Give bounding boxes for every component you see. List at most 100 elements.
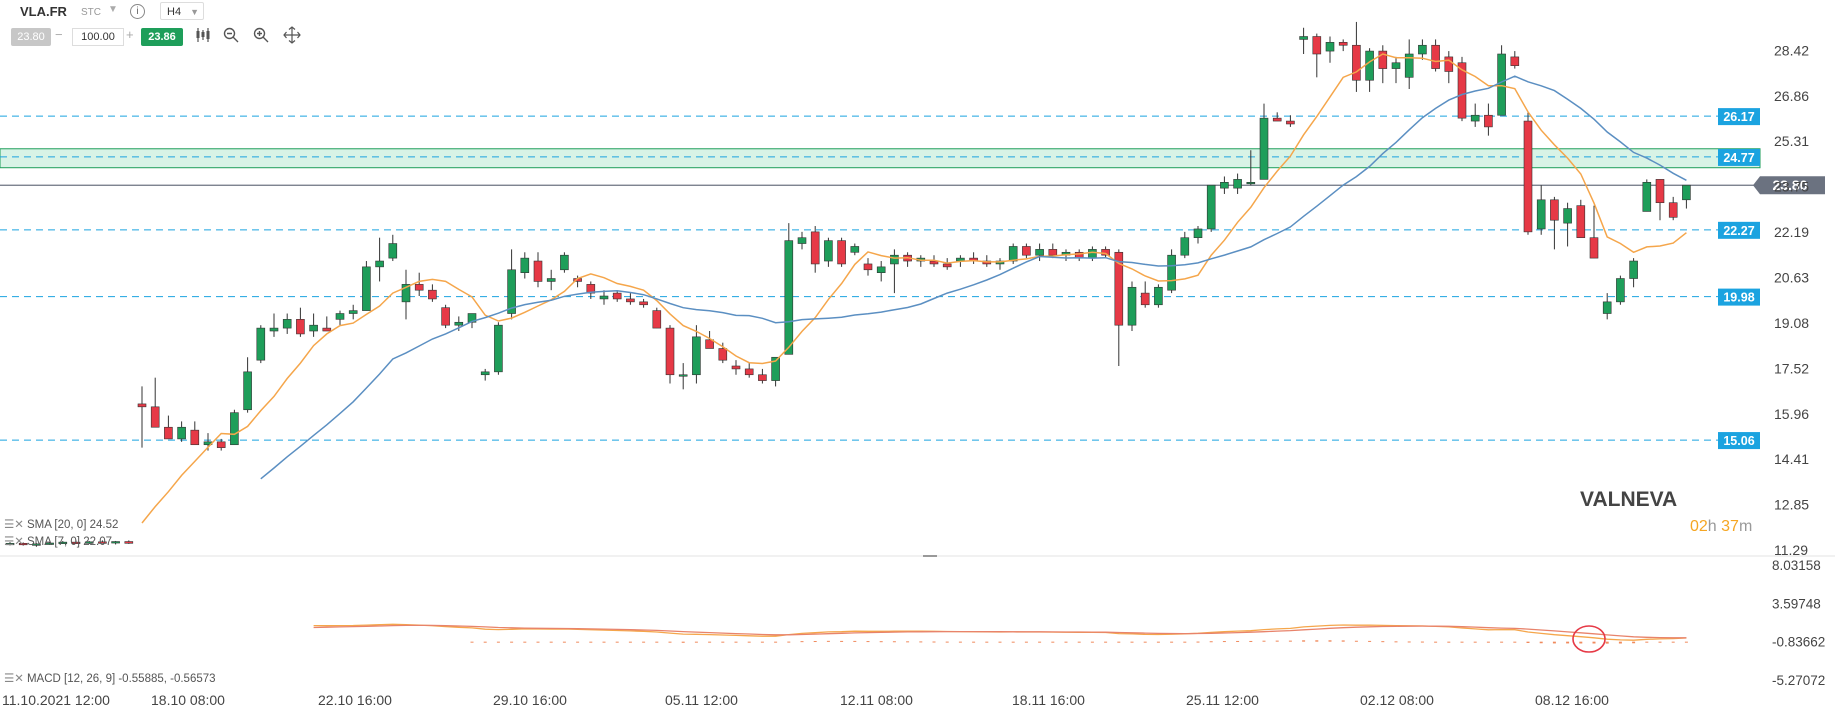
macd-histogram-bar bbox=[1249, 640, 1253, 642]
candle-body bbox=[586, 284, 596, 294]
candlestick-icon[interactable] bbox=[194, 26, 212, 44]
macd-histogram-bar bbox=[1156, 641, 1160, 643]
macd-histogram-bar bbox=[1592, 641, 1596, 644]
candle-body bbox=[401, 284, 411, 303]
macd-label: MACD [12, 26, 9] -0.55885, -0.56573 bbox=[26, 673, 216, 685]
candle-body bbox=[1088, 249, 1097, 259]
ask-price[interactable]: 23.86 bbox=[141, 28, 183, 46]
info-icon[interactable]: i bbox=[130, 4, 145, 19]
macd-histogram-bar bbox=[826, 640, 830, 642]
candle-body bbox=[731, 365, 741, 370]
candle-body bbox=[1299, 36, 1308, 40]
macd-histogram-bar bbox=[642, 641, 646, 643]
y-tick-label: 19.08 bbox=[1774, 315, 1809, 331]
candle-body bbox=[1180, 237, 1190, 256]
candle-body bbox=[1536, 199, 1546, 230]
y-tick-label: 12.85 bbox=[1774, 497, 1809, 513]
candle-body bbox=[269, 327, 279, 332]
candle-body bbox=[863, 263, 873, 271]
candle-body bbox=[18, 542, 28, 546]
macd-legend[interactable]: ☰✕ MACD [12, 26, 9] -0.55885, -0.56573 bbox=[4, 671, 216, 685]
level-value: 15.06 bbox=[1723, 434, 1754, 448]
x-tick-label: 11.10.2021 12:00 bbox=[2, 692, 110, 708]
timeframe-value: H4 bbox=[167, 6, 182, 18]
macd-histogram-bar bbox=[985, 641, 989, 643]
level-tag bbox=[1718, 288, 1760, 306]
candle-body bbox=[1470, 114, 1480, 122]
crosshair-icon[interactable] bbox=[283, 26, 301, 44]
candle-body bbox=[1272, 117, 1282, 122]
macd-histogram-bar bbox=[510, 641, 514, 643]
candle-body bbox=[533, 260, 543, 282]
level-tag bbox=[1718, 148, 1760, 166]
candle-body bbox=[98, 541, 107, 544]
y-tick-label: 26.86 bbox=[1774, 88, 1809, 104]
macd-histogram-bar bbox=[1381, 641, 1385, 643]
candle-body bbox=[1682, 184, 1691, 201]
macd-histogram-bar bbox=[1209, 641, 1213, 643]
x-tick-label: 18.10 08:00 bbox=[151, 692, 225, 708]
macd-histogram-bar bbox=[1566, 641, 1570, 644]
macd-histogram-bar bbox=[589, 641, 593, 643]
candle-body bbox=[84, 541, 94, 544]
candle-body bbox=[652, 310, 662, 329]
macd-histogram-bar bbox=[892, 641, 896, 643]
macd-histogram-bar bbox=[1552, 641, 1556, 644]
macd-histogram-bar bbox=[787, 641, 791, 643]
sma20-legend[interactable]: ☰✕ SMA [20, 0] 24.52 bbox=[4, 517, 118, 531]
macd-histogram-bar bbox=[615, 641, 619, 643]
candle-body bbox=[230, 412, 239, 446]
bid-price[interactable]: 23.80 bbox=[11, 28, 51, 46]
macd-histogram-bar bbox=[1394, 641, 1398, 643]
current-price-tag bbox=[1753, 176, 1825, 195]
candle-body bbox=[309, 324, 318, 332]
y-tick-label: 11.29 bbox=[1774, 542, 1808, 558]
macd-histogram-bar bbox=[734, 641, 738, 643]
candle-body bbox=[1457, 62, 1467, 119]
candle-body bbox=[348, 310, 358, 314]
candle-body bbox=[58, 541, 68, 544]
company-name: VALNEVA bbox=[1580, 488, 1678, 511]
candle-body bbox=[243, 371, 252, 411]
chevron-down-icon[interactable]: ▼ bbox=[108, 4, 118, 15]
candle-body bbox=[1365, 50, 1374, 81]
macd-histogram-bar bbox=[1011, 641, 1015, 643]
x-tick-label: 05.11 12:00 bbox=[665, 692, 738, 708]
candle-body bbox=[744, 368, 754, 376]
macd-histogram-bar bbox=[694, 641, 698, 643]
settings-icon[interactable]: ☰✕ bbox=[4, 536, 24, 548]
y-tick-label: 14.41 bbox=[1774, 451, 1809, 467]
macd-histogram-bar bbox=[945, 641, 949, 643]
candle-body bbox=[1259, 117, 1269, 180]
macd-histogram-bar bbox=[958, 641, 962, 643]
macd-histogram-bar bbox=[1618, 641, 1622, 644]
candle-body bbox=[1655, 179, 1665, 204]
sma7-legend[interactable]: ☰✕ SMA [7, 0] 22.07 bbox=[4, 534, 112, 548]
settings-icon[interactable]: ☰✕ bbox=[4, 519, 24, 531]
x-tick-label: 08.12 16:00 bbox=[1535, 692, 1609, 708]
zoom-in-icon[interactable] bbox=[252, 26, 270, 44]
candle-body bbox=[111, 541, 120, 544]
volume-decrease-button[interactable]: − bbox=[55, 27, 63, 42]
zoom-out-icon[interactable] bbox=[222, 26, 240, 44]
candle-body bbox=[1233, 179, 1242, 189]
macd-histogram-bar bbox=[523, 641, 527, 643]
candle-body bbox=[1550, 199, 1559, 221]
candle-body bbox=[639, 301, 648, 306]
candle-body bbox=[1114, 251, 1124, 326]
symbol-label[interactable]: VLA.FR bbox=[20, 4, 67, 19]
candle-body bbox=[1048, 249, 1058, 256]
candle-body bbox=[797, 237, 807, 244]
volume-input[interactable]: 100.00 bbox=[72, 28, 124, 46]
macd-histogram-bar bbox=[1447, 641, 1451, 643]
timeframe-select[interactable]: H4 ▼ bbox=[160, 2, 204, 20]
candle-body bbox=[890, 254, 899, 265]
candle-body bbox=[1418, 44, 1427, 55]
macd-histogram-bar bbox=[536, 641, 540, 643]
settings-icon[interactable]: ☰✕ bbox=[4, 673, 24, 685]
volume-increase-button[interactable]: + bbox=[126, 27, 134, 42]
macd-histogram-bar bbox=[1579, 641, 1583, 644]
candle-body bbox=[1325, 42, 1335, 52]
macd-histogram-bar bbox=[1222, 641, 1226, 643]
